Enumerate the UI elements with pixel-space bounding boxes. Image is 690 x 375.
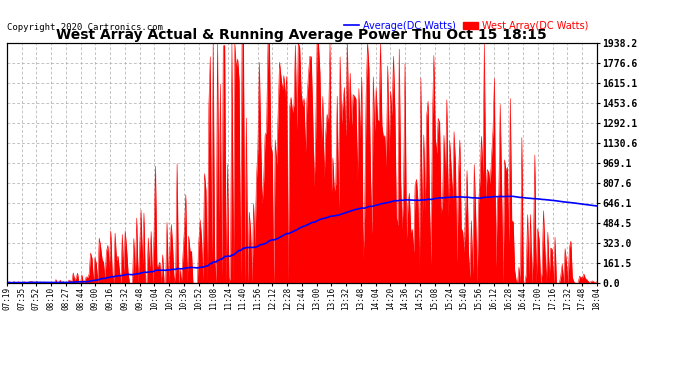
Legend: Average(DC Watts), West Array(DC Watts): Average(DC Watts), West Array(DC Watts) (340, 17, 592, 34)
Title: West Array Actual & Running Average Power Thu Oct 15 18:15: West Array Actual & Running Average Powe… (57, 28, 547, 42)
Text: Copyright 2020 Cartronics.com: Copyright 2020 Cartronics.com (7, 23, 163, 32)
